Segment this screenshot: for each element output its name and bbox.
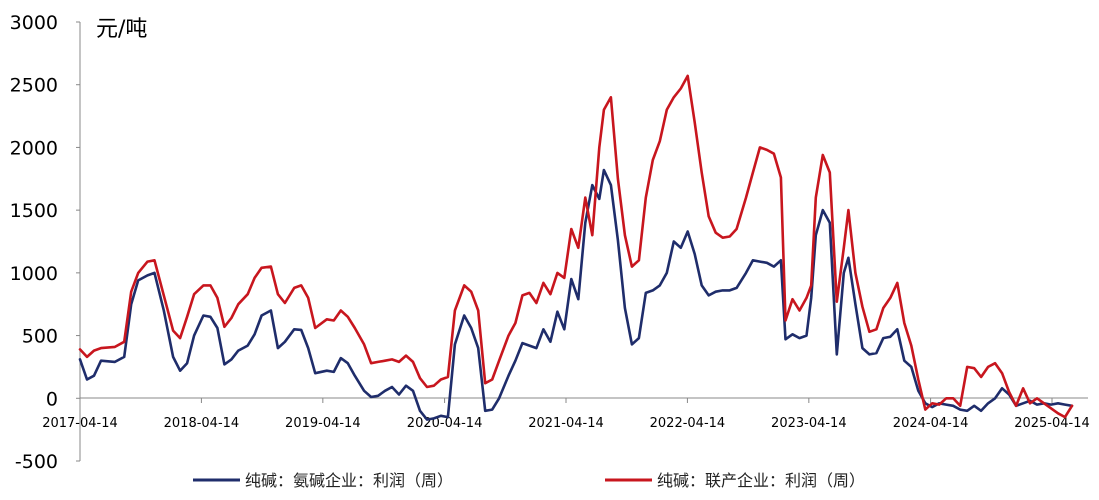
x-tick-label: 2022-04-14 <box>650 416 726 431</box>
y-tick-label: 1500 <box>10 200 58 222</box>
y-tick-label: 1000 <box>10 263 58 285</box>
y-tick-label: 2500 <box>10 75 58 97</box>
x-tick-label: 2024-04-14 <box>893 416 969 431</box>
legend-label-1: 纯碱：氨碱企业：利润（周） <box>245 471 453 490</box>
legend-label-2: 纯碱：联产企业：利润（周） <box>657 471 865 490</box>
y-axis-ticks: 3000 2500 2000 1500 1000 500 0 -500 <box>10 12 80 473</box>
y-tick-label: 3000 <box>10 12 58 34</box>
x-tick-label: 2020-04-14 <box>407 416 483 431</box>
legend: 纯碱：氨碱企业：利润（周） 纯碱：联产企业：利润（周） <box>193 471 865 490</box>
y-tick-label: 2000 <box>10 137 58 159</box>
y-unit-label: 元/吨 <box>96 17 147 42</box>
series-line-2 <box>78 74 1074 419</box>
y-tick-label: 0 <box>46 388 58 410</box>
series-lines <box>78 74 1074 421</box>
y-tick-label: -500 <box>15 451 58 473</box>
x-tick-label: 2021-04-14 <box>528 416 604 431</box>
x-tick-label: 2019-04-14 <box>285 416 361 431</box>
x-tick-label: 2018-04-14 <box>164 416 240 431</box>
x-tick-label: 2023-04-14 <box>771 416 847 431</box>
x-tick-label: 2025-04-14 <box>1014 416 1090 431</box>
y-tick-label: 500 <box>22 326 58 348</box>
series-line-1 <box>78 168 1074 421</box>
